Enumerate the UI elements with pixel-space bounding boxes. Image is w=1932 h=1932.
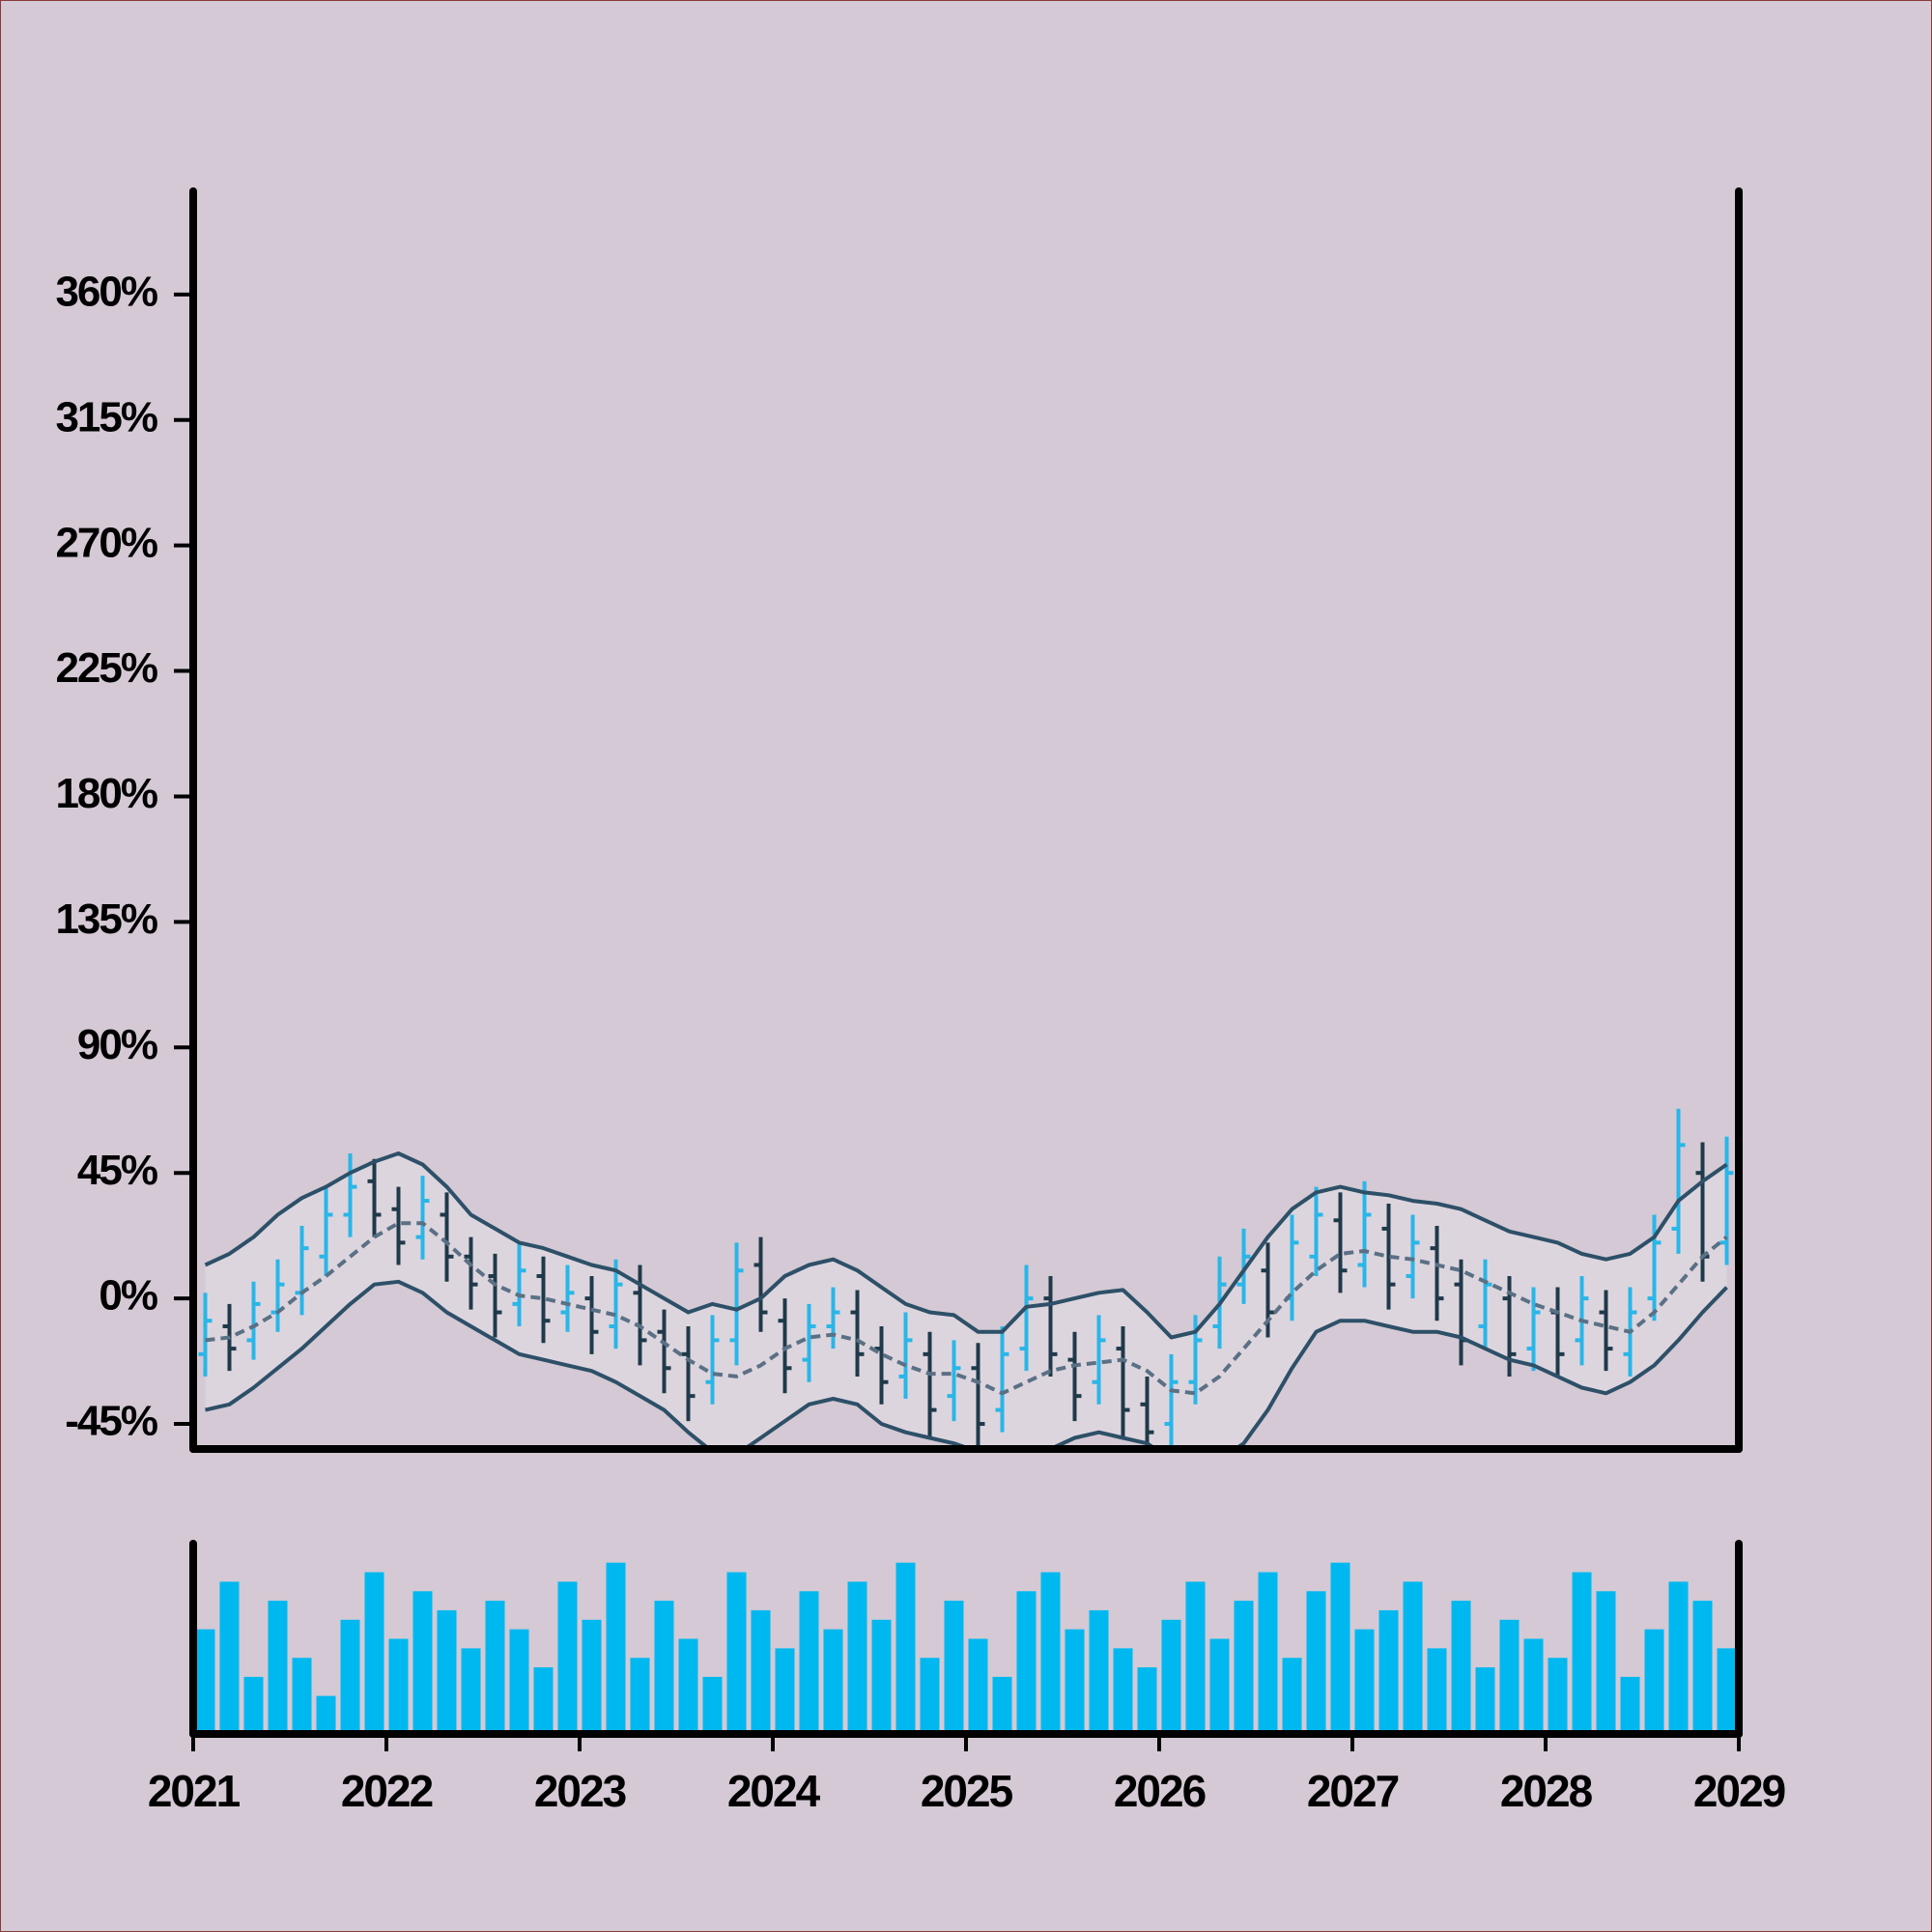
volume-bar (654, 1601, 674, 1734)
volume-bar (461, 1648, 481, 1734)
volume-bar (606, 1562, 626, 1734)
volume-bar (871, 1619, 892, 1734)
volume-bar (1378, 1609, 1399, 1734)
volume-bar (630, 1658, 650, 1734)
x-tick-label: 2022 (341, 1766, 433, 1816)
axes: -45% 0% 45% 90% 135% 180% 225% 270% 315% 360% 2021… (55, 187, 1787, 1816)
y-tick-label: 315% (55, 393, 156, 440)
volume-bar (1596, 1591, 1616, 1734)
volume-bar (1089, 1609, 1109, 1734)
volume-bar (195, 1629, 215, 1734)
volume-bar (1065, 1629, 1085, 1734)
volume-bar (1258, 1572, 1278, 1734)
volume-bar (1644, 1629, 1664, 1734)
volume-bar (340, 1619, 360, 1734)
x-tick-label: 2027 (1307, 1766, 1399, 1816)
y-tick-label: 360% (55, 268, 156, 315)
volume-bar (219, 1581, 240, 1734)
volume-bar (992, 1676, 1012, 1734)
y-tick-label: 90% (77, 1021, 157, 1068)
y-tick-label: 180% (55, 770, 156, 817)
x-tick-label: 2023 (534, 1766, 626, 1816)
volume-bar (823, 1629, 843, 1734)
y-tick-label: 270% (55, 519, 156, 566)
y-tick-label: 135% (55, 895, 156, 943)
volume-bar (751, 1609, 771, 1734)
volume-bar (1427, 1648, 1447, 1734)
volume-bar (509, 1629, 529, 1734)
y-tick-label: 45% (77, 1147, 157, 1194)
volume-bar (1209, 1638, 1230, 1734)
volume-bar (1523, 1638, 1544, 1734)
volume-bar (799, 1591, 819, 1734)
volume-bar (1451, 1601, 1471, 1734)
x-tick-label: 2024 (727, 1766, 821, 1816)
volume-bar (582, 1619, 602, 1734)
volume-bar (968, 1638, 988, 1734)
volume-bar (364, 1572, 384, 1734)
volume-bar (1717, 1648, 1737, 1734)
volume-bar (1475, 1667, 1495, 1734)
x-tick-label: 2026 (1114, 1766, 1206, 1816)
volume-panel (195, 1562, 1737, 1734)
volume-bar (1113, 1648, 1133, 1734)
volume-bar (1354, 1629, 1375, 1734)
volume-bar (437, 1609, 457, 1734)
x-tick-label: 2029 (1693, 1766, 1785, 1816)
x-tick-label: 2028 (1500, 1766, 1593, 1816)
x-tick-label: 2025 (921, 1766, 1013, 1816)
volume-bar (702, 1676, 723, 1734)
volume-bar (1403, 1581, 1423, 1734)
volume-bar (1692, 1601, 1713, 1734)
band-middle (205, 1221, 1728, 1396)
volume-bar (533, 1667, 554, 1734)
volume-bar (1306, 1591, 1326, 1734)
volume-bar (944, 1601, 964, 1734)
volume-bar (292, 1658, 312, 1734)
volume-bar (412, 1591, 433, 1734)
band-line (204, 1151, 1728, 1340)
volume-bar (1282, 1658, 1302, 1734)
volume-bar (726, 1572, 747, 1734)
volume-bar (895, 1562, 916, 1734)
band-fill (205, 1153, 1727, 1449)
volume-bar (1137, 1667, 1157, 1734)
volume-bar (775, 1648, 795, 1734)
volume-bar (1185, 1581, 1206, 1734)
volume-bar (316, 1695, 336, 1734)
volume-bar (1572, 1572, 1592, 1734)
volume-bar (557, 1581, 578, 1734)
volume-bar (1548, 1658, 1568, 1734)
volume-bar (1620, 1676, 1640, 1734)
y-tick-label: -45% (65, 1398, 157, 1445)
volume-bar (1016, 1591, 1037, 1734)
volume-bar (1161, 1619, 1181, 1734)
volume-bar (920, 1658, 940, 1734)
volume-bar (243, 1676, 264, 1734)
volume-bar (268, 1601, 288, 1734)
volume-bar (485, 1601, 505, 1734)
volume-bar (1234, 1601, 1254, 1734)
y-tick-label: 0% (99, 1272, 156, 1320)
volume-bar (678, 1638, 698, 1734)
y-tick-label: 225% (55, 644, 156, 692)
x-tick-label: 2021 (148, 1766, 241, 1816)
volume-bar (1668, 1581, 1689, 1734)
volume-bar (1499, 1619, 1520, 1734)
volume-bar (1330, 1562, 1350, 1734)
volume-bar (1040, 1572, 1061, 1734)
volume-bar (388, 1638, 409, 1734)
volume-bar (847, 1581, 867, 1734)
price-panel (198, 1108, 1734, 1449)
